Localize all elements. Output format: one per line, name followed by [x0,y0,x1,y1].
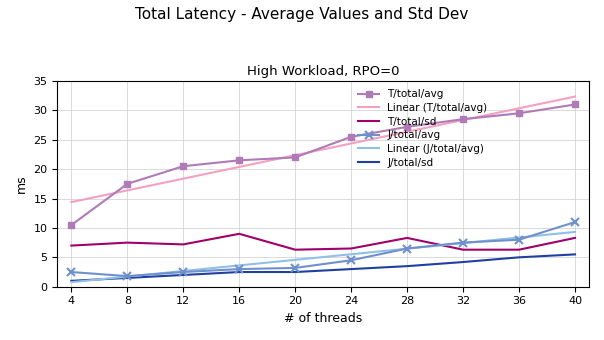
J/total/avg [236,267,243,271]
Linear (J/total/avg) [124,274,131,278]
J/total/sd [460,260,467,264]
J/total/sd [347,267,355,271]
Line: Linear (J/total/avg): Linear (J/total/avg) [71,232,575,282]
Linear (T/total/avg) [68,200,75,204]
Linear (J/total/avg) [292,258,299,262]
T/total/avg [515,111,522,115]
Linear (J/total/avg) [347,252,355,256]
J/total/sd [571,252,579,256]
Linear (T/total/avg) [347,141,355,146]
T/total/avg [292,155,299,159]
Title: High Workload, RPO=0: High Workload, RPO=0 [247,65,399,79]
Line: Linear (T/total/avg): Linear (T/total/avg) [71,97,575,202]
J/total/sd [403,264,411,268]
T/total/sd [179,242,187,246]
T/total/sd [571,236,579,240]
Linear (T/total/avg) [124,188,131,192]
Line: J/total/avg: J/total/avg [67,218,579,280]
Line: T/total/sd: T/total/sd [71,234,575,250]
T/total/sd [292,248,299,252]
Line: T/total/avg: T/total/avg [68,101,579,228]
T/total/sd [236,232,243,236]
Linear (T/total/avg) [571,95,579,99]
J/total/avg [347,258,355,262]
T/total/sd [347,246,355,251]
T/total/avg [403,125,411,129]
T/total/avg [460,117,467,121]
T/total/sd [515,248,522,252]
T/total/sd [124,241,131,245]
Legend: T/total/avg, Linear (T/total/avg), T/total/sd, J/total/avg, Linear (J/total/avg): T/total/avg, Linear (T/total/avg), T/tot… [355,86,490,171]
J/total/avg [124,274,131,278]
T/total/avg [236,158,243,163]
T/total/avg [179,164,187,168]
Linear (J/total/avg) [236,264,243,268]
Linear (J/total/avg) [403,246,411,251]
J/total/avg [515,238,522,242]
T/total/sd [68,243,75,248]
X-axis label: # of threads: # of threads [284,312,362,325]
Linear (J/total/avg) [68,280,75,284]
Line: J/total/sd: J/total/sd [71,254,575,281]
Linear (J/total/avg) [460,241,467,245]
T/total/avg [124,182,131,186]
Text: Total Latency - Average Values and Std Dev: Total Latency - Average Values and Std D… [135,7,469,22]
T/total/sd [460,248,467,252]
J/total/avg [68,270,75,274]
J/total/sd [68,279,75,283]
Linear (T/total/avg) [292,153,299,157]
T/total/avg [68,223,75,227]
T/total/avg [347,135,355,139]
J/total/sd [236,270,243,274]
J/total/sd [292,270,299,274]
T/total/avg [571,102,579,106]
J/total/avg [460,241,467,245]
J/total/sd [515,255,522,259]
Linear (T/total/avg) [460,118,467,122]
J/total/sd [124,276,131,280]
J/total/avg [179,270,187,274]
Y-axis label: ms: ms [15,174,28,193]
Linear (J/total/avg) [179,269,187,273]
Linear (T/total/avg) [515,106,522,110]
J/total/avg [292,266,299,270]
T/total/sd [403,236,411,240]
J/total/sd [179,273,187,277]
Linear (T/total/avg) [179,176,187,181]
J/total/avg [571,220,579,224]
Linear (J/total/avg) [571,230,579,234]
Linear (T/total/avg) [236,165,243,169]
J/total/avg [403,246,411,251]
Linear (J/total/avg) [515,236,522,240]
Linear (T/total/avg) [403,130,411,134]
